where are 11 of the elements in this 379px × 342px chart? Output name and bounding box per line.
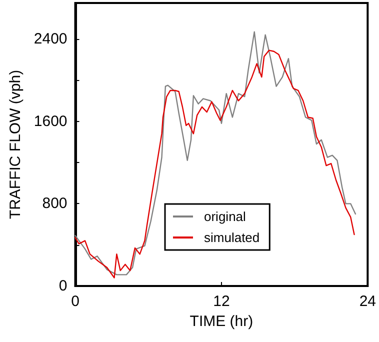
y-axis-title: TRAFFIC FLOW (vph) [7,70,24,220]
x-axis-title: TIME (hr) [190,312,254,330]
x-tick-label: 12 [213,293,230,310]
y-tick-label: 0 [58,278,68,294]
x-tick-label: 24 [359,293,376,310]
y-tick-label: 1600 [34,112,68,130]
x-tick-label: 0 [71,293,80,310]
legend-label: original [204,209,246,224]
legend-label: simulated [204,230,260,245]
y-tick-label: 800 [42,195,68,212]
y-tick-label: 2400 [34,30,68,48]
